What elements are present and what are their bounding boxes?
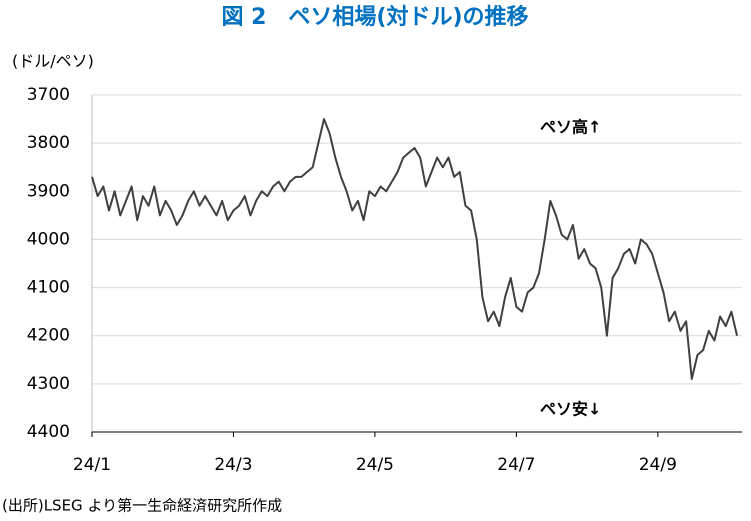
- annotation: ペソ安↓: [540, 400, 601, 419]
- x-tick-label: 24/9: [639, 455, 677, 475]
- y-tick-label: 3700: [27, 85, 70, 105]
- y-tick-label: 3800: [27, 133, 70, 153]
- annotation: ペソ高↑: [540, 118, 601, 137]
- x-tick-label: 24/7: [497, 455, 535, 475]
- y-axis-label: (ドル/ペソ): [12, 52, 94, 71]
- y-tick-label: 4100: [27, 278, 70, 298]
- y-tick-label: 4300: [27, 374, 70, 394]
- y-tick-label: 4200: [27, 326, 70, 346]
- y-tick-label: 4000: [27, 229, 70, 249]
- chart-title: 図 2 ペソ相場(対ドル)の推移: [221, 4, 528, 30]
- x-tick-label: 24/3: [214, 455, 252, 475]
- y-tick-label: 4400: [27, 422, 70, 442]
- y-tick-label: 3900: [27, 181, 70, 201]
- x-tick-label: 24/5: [356, 455, 394, 475]
- source-note: (出所)LSEG より第一生命経済研究所作成: [2, 497, 282, 515]
- x-tick-label: 24/1: [73, 455, 111, 475]
- price-line: [91, 118, 739, 381]
